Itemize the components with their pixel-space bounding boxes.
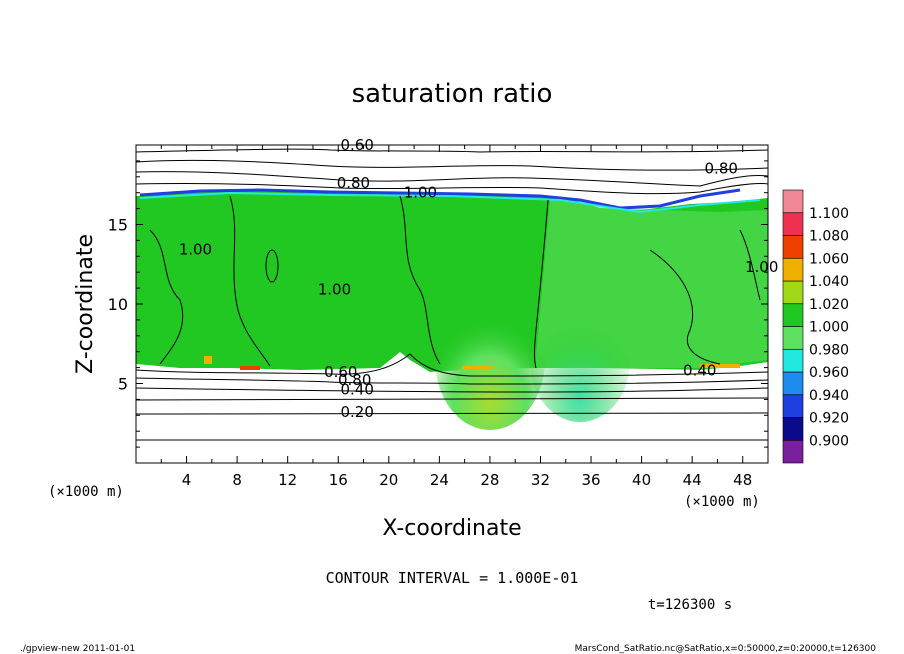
- colorbar-swatch-4: [782, 348, 804, 373]
- colorbar-swatch-9: [782, 235, 804, 259]
- colorbar-swatch-8: [782, 257, 804, 282]
- footer-right: MarsCond_SatRatio.nc@SatRatio,x=0:50000,…: [575, 644, 877, 654]
- colorbar-label-1: 0.920: [809, 411, 849, 427]
- colorbar-label-6: 1.020: [809, 297, 849, 313]
- base-speck-2: [462, 366, 492, 370]
- x-tick-label-6: 28: [480, 471, 499, 489]
- x-axis-label: X-coordinate: [382, 516, 521, 541]
- x-tick-label-10: 44: [683, 471, 702, 489]
- contour-label-11: 0.40: [683, 362, 716, 380]
- x-unit-right: (×1000 m): [684, 494, 760, 510]
- colorbar-swatch-0: [782, 439, 804, 464]
- colorbar-swatch-2: [782, 394, 804, 418]
- plume-right: [530, 302, 630, 422]
- x-tick-label-11: 48: [733, 471, 752, 489]
- base-speck-3: [700, 364, 740, 368]
- interior-contours: [149, 195, 761, 369]
- upper-contours: [136, 148, 768, 195]
- footer-left: ./gpview-new 2011-01-01: [20, 644, 135, 654]
- contour-label-6: 1.00: [745, 258, 778, 276]
- x-tick-label-2: 12: [278, 471, 297, 489]
- colorbar-swatch-3: [782, 371, 804, 396]
- plume-left: [435, 290, 545, 430]
- colorbar-swatch-11: [782, 189, 804, 214]
- contour-label-1: 0.80: [337, 174, 370, 192]
- x-tick-label-7: 32: [531, 471, 550, 489]
- base-speck-1: [240, 366, 260, 370]
- upper-fringe-cyan: [139, 191, 761, 214]
- colorbar-label-7: 1.040: [809, 274, 849, 290]
- upper-fringe: [139, 188, 741, 210]
- colorbar-label-2: 0.940: [809, 388, 849, 404]
- contour-label-8: 0.80: [338, 371, 371, 389]
- colorbar-swatch-7: [782, 280, 804, 305]
- x-tick-label-0: 4: [182, 471, 192, 489]
- contour-interval: CONTOUR INTERVAL = 1.000E-01: [326, 569, 579, 587]
- x-tick-label-9: 40: [632, 471, 651, 489]
- colorbar: 0.900 0.920 0.940 0.960 0.980 1.000 1.020 1.040…: [782, 189, 849, 464]
- colorbar-swatch-10: [782, 212, 804, 236]
- chart-title: saturation ratio: [352, 79, 553, 109]
- contour-label-7: 0.60: [324, 363, 357, 381]
- colorbar-swatch-1: [782, 417, 804, 441]
- x-tick-label-5: 24: [430, 471, 449, 489]
- colorbar-label-8: 1.060: [809, 251, 849, 267]
- colorbar-label-3: 0.960: [809, 365, 849, 381]
- colorbar-swatch-5: [782, 326, 804, 350]
- y-tick-label-0: 5: [118, 375, 128, 394]
- contour-label-5: 1.00: [318, 280, 351, 298]
- time-stamp: t=126300 s: [648, 597, 732, 613]
- colorbar-label-0: 0.900: [809, 433, 849, 449]
- y-tick-label-2: 15: [108, 216, 128, 235]
- y-tick-label-1: 10: [108, 295, 128, 314]
- colorbar-label-10: 1.100: [809, 206, 849, 222]
- y-axis-label: Z-coordinate: [73, 234, 98, 374]
- colorbar-label-5: 1.000: [809, 320, 849, 336]
- contour-label-10: 0.20: [340, 403, 373, 421]
- y-axis: 5 10 15: [108, 160, 768, 448]
- contour-label-4: 1.00: [179, 241, 212, 259]
- x-tick-label-4: 20: [379, 471, 398, 489]
- colorbar-label-4: 0.980: [809, 342, 849, 358]
- x-tick-label-1: 8: [232, 471, 242, 489]
- x-unit-left: (×1000 m): [48, 484, 124, 500]
- contour-label-2: 1.00: [404, 183, 437, 201]
- base-speck-4: [204, 356, 212, 364]
- contour-label-9: 0.40: [340, 381, 373, 399]
- contour-labels: 0.600.801.000.801.001.001.000.600.800.40…: [179, 136, 779, 421]
- x-tick-label-3: 16: [329, 471, 348, 489]
- x-tick-label-8: 36: [581, 471, 600, 489]
- plot-area: [136, 145, 768, 463]
- colorbar-swatch-6: [782, 303, 804, 327]
- x-axis: 4 8 12 16 20 24 28 32 36 40 44 48: [160, 145, 752, 489]
- contour-label-0: 0.60: [340, 136, 373, 154]
- colorbar-label-9: 1.080: [809, 229, 849, 245]
- contour-label-3: 0.80: [705, 160, 738, 178]
